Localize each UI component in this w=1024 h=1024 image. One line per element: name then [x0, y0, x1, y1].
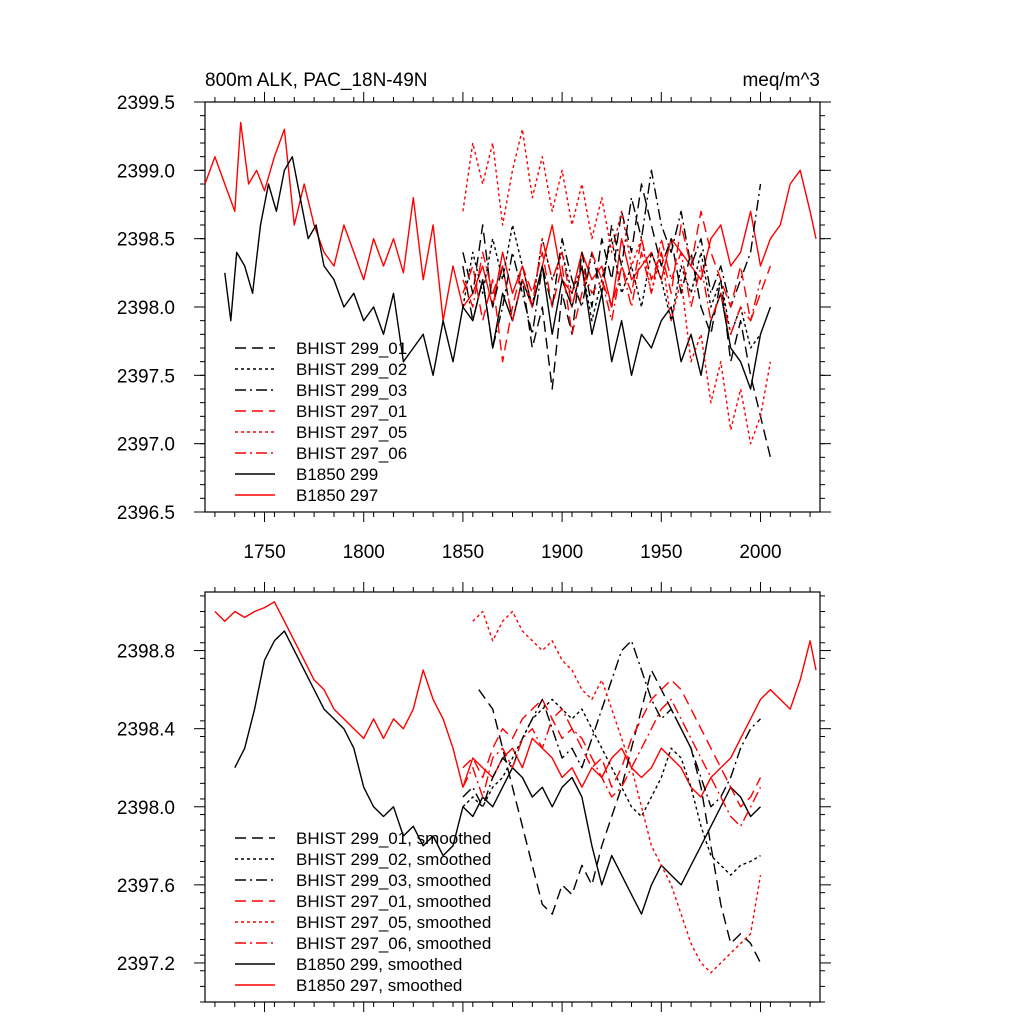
legend-label: BHIST 297_01, smoothed — [296, 892, 491, 911]
series-line-bhist-299-01-smoothed — [478, 669, 762, 964]
x-tick-label: 1800 — [343, 542, 385, 563]
series-line-b1850-299 — [224, 155, 772, 390]
bottom-panel: 2397.2 2397.6 2398.0 2398.4 2398.8 BHIST 299_… — [117, 582, 831, 1012]
legend-label: BHIST 299_02, smoothed — [296, 850, 491, 869]
legend-label: BHIST 297_01 — [296, 402, 407, 421]
y-tick-label: 2397.2 — [117, 954, 175, 975]
x-tick-label: 1850 — [442, 542, 484, 563]
y-tick-label: 2399.5 — [117, 93, 175, 114]
top-title-left: 800m ALK, PAC_18N-49N — [205, 70, 428, 91]
legend-label: BHIST 299_01, smoothed — [296, 829, 491, 848]
series-line-bhist-299-02 — [462, 224, 762, 349]
y-tick-label: 2396.5 — [117, 503, 175, 524]
legend-label: BHIST 299_03 — [296, 381, 407, 400]
x-tick-label: 1950 — [640, 542, 682, 563]
top-panel: 800m ALK, PAC_18N-49N meq/m^3 1750 1800 18… — [117, 70, 831, 563]
y-tick-label: 2398.5 — [117, 230, 175, 251]
series-line-bhist-299-02-smoothed — [462, 698, 761, 876]
series-line-b1850-297-smoothed — [214, 601, 817, 798]
y-tick-label: 2398.0 — [117, 298, 175, 319]
legend-label: BHIST 297_06, smoothed — [296, 934, 491, 953]
legend-label: BHIST 299_03, smoothed — [296, 871, 491, 890]
series-line-bhist-297-05 — [462, 128, 772, 445]
series-line-bhist-297-05-smoothed — [472, 610, 762, 974]
legend-label: BHIST 299_02 — [296, 360, 407, 379]
legend-label: BHIST 297_05 — [296, 423, 407, 442]
series-line-bhist-299-01 — [462, 183, 772, 458]
legend-label: B1850 299, smoothed — [296, 955, 462, 974]
legend-label: BHIST 299_01 — [296, 339, 407, 358]
y-tick-label: 2398.0 — [117, 798, 175, 819]
series-line-b1850-297 — [204, 121, 817, 322]
legend-label: B1850 299 — [296, 465, 378, 484]
y-tick-label: 2399.0 — [117, 161, 175, 182]
x-tick-label: 2000 — [739, 542, 781, 563]
series-line-bhist-299-03-smoothed — [462, 640, 761, 808]
legend-label: B1850 297 — [296, 486, 378, 505]
legend-label: BHIST 297_06 — [296, 444, 407, 463]
series-line-bhist-297-01 — [462, 210, 772, 363]
series-line-bhist-297-06-smoothed — [462, 698, 762, 827]
x-tick-label: 1900 — [541, 542, 583, 563]
series-line-bhist-297-01-smoothed — [462, 679, 762, 808]
x-tick-label: 1750 — [243, 542, 285, 563]
legend-label: B1850 297, smoothed — [296, 976, 462, 995]
y-tick-label: 2397.0 — [117, 435, 175, 456]
y-tick-label: 2398.8 — [117, 642, 175, 663]
y-tick-label: 2397.6 — [117, 876, 175, 897]
top-title-right: meq/m^3 — [742, 70, 820, 91]
y-tick-label: 2398.4 — [117, 720, 176, 741]
y-tick-label: 2397.5 — [117, 366, 175, 387]
series-line-bhist-297-06 — [462, 237, 762, 335]
legend-label: BHIST 297_05, smoothed — [296, 913, 491, 932]
series-line-b1850-299-smoothed — [234, 630, 761, 915]
